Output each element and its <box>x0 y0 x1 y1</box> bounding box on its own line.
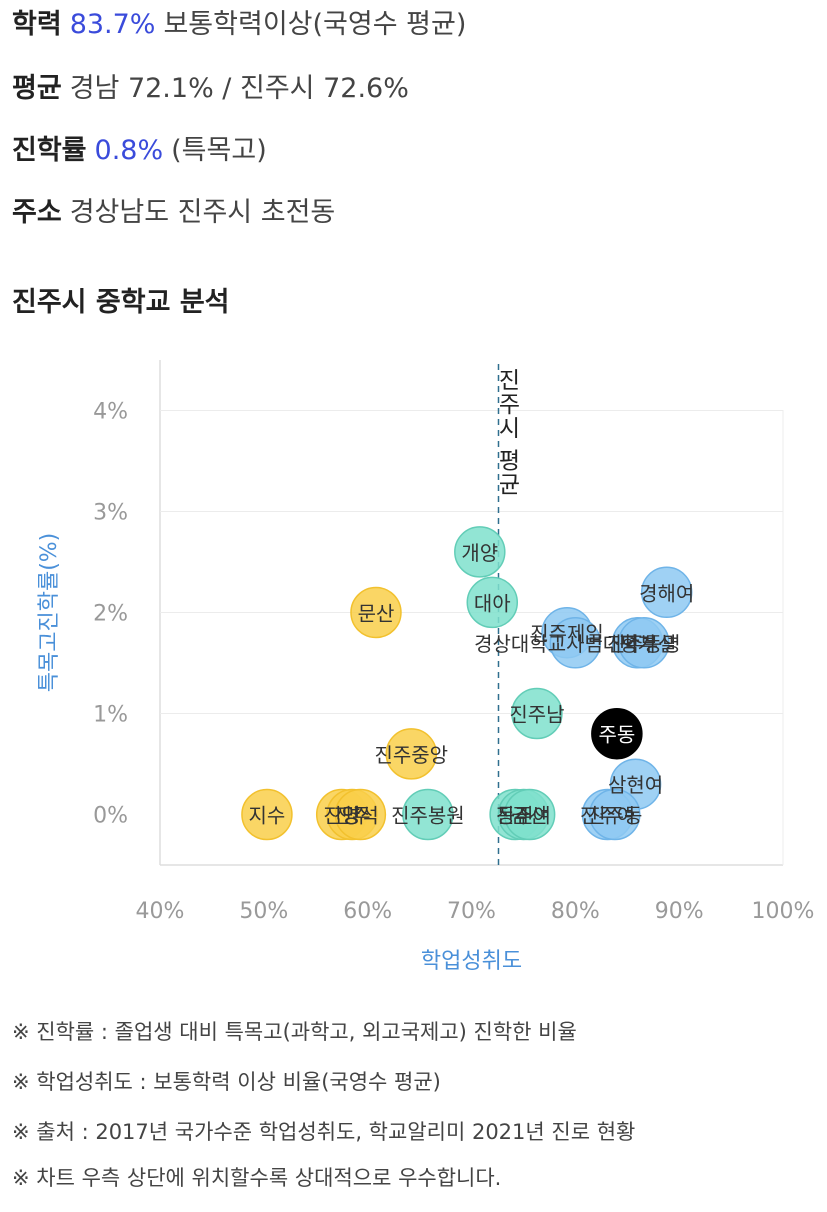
scatter-chart: 0% 1% 2% 3% 4% 40% 50% 60% 70% 80% 90% 100% 학업성취도 특목고… <box>37 360 815 974</box>
achievement-line: 학력 83.7% 보통학력이상(국영수 평균) <box>12 8 466 42</box>
data-point-label: 진양 <box>323 804 360 828</box>
advancement-text: (특목고) <box>171 135 267 166</box>
address-text: 경상남도 진주시 초전동 <box>69 197 336 228</box>
data-point-label: 평거 <box>619 632 656 656</box>
address-key: 주소 <box>12 197 62 228</box>
address-line: 주소 경상남도 진주시 초전동 <box>12 196 335 230</box>
average-line: 평균 경남 72.1% / 진주시 72.6% <box>12 72 409 106</box>
data-point <box>503 788 556 841</box>
data-point <box>511 687 563 740</box>
y-tick-label: 1% <box>93 703 128 728</box>
data-point <box>334 788 387 841</box>
data-point <box>466 576 519 629</box>
achievement-text: 보통학력이상(국영수 평균) <box>163 9 467 40</box>
data-point-label: 진주봉원 <box>391 804 465 828</box>
data-point <box>589 788 641 841</box>
advancement-line: 진학률 0.8% (특목고) <box>12 134 267 168</box>
data-point-label: 진주동 <box>587 804 642 828</box>
x-tick-label: 80% <box>551 899 600 924</box>
advancement-key: 진학률 <box>12 135 87 166</box>
x-tick-label: 60% <box>343 899 392 924</box>
data-point-label: 경해여 <box>639 581 694 605</box>
achievement-key: 학력 <box>12 9 62 40</box>
data-point <box>640 566 693 619</box>
note-advancement: ※ 진학률 : 졸업생 대비 특목고(과학고, 외고국제고) 진학한 비율 <box>12 1020 577 1044</box>
average-reference-label: 진주시 평균 <box>493 368 519 496</box>
data-point <box>591 707 643 760</box>
advancement-value: 0.8% <box>94 135 164 166</box>
data-point-label: 진주 <box>334 804 371 828</box>
x-tick-label: 40% <box>136 899 185 924</box>
x-tick-label: 100% <box>752 899 815 924</box>
data-point-label: 진주여 <box>580 804 635 828</box>
data-point-label: 진주제일 <box>530 622 604 646</box>
average-text: 경남 72.1% / 진주시 72.6% <box>69 73 409 104</box>
data-point <box>549 617 602 669</box>
note-achievement: ※ 학업성취도 : 보통학력 이상 비율(국영수 평균) <box>12 1070 441 1094</box>
achievement-value: 83.7% <box>69 9 156 40</box>
data-point <box>618 617 670 669</box>
y-tick-label: 3% <box>93 501 128 526</box>
x-tick-label: 70% <box>447 899 496 924</box>
data-point-label: 금산 <box>511 804 548 828</box>
data-point <box>402 788 454 841</box>
y-tick-label: 2% <box>93 602 128 627</box>
data-point <box>241 788 293 841</box>
y-tick-label: 0% <box>93 804 128 829</box>
data-point-label: 진주중앙 <box>374 743 448 767</box>
data-point-label: 진주여 <box>496 804 551 828</box>
average-key: 평균 <box>12 73 62 104</box>
y-axis-title: 특목고진학률(%) <box>37 533 62 693</box>
x-tick-label: 90% <box>655 899 704 924</box>
data-point-label: 명석 <box>342 804 379 828</box>
data-point-label: 진주동명 <box>607 632 681 656</box>
data-point-label: 대아 <box>474 591 511 615</box>
x-tick-label: 50% <box>239 899 288 924</box>
x-axis-title: 학업성취도 <box>421 949 522 974</box>
data-point-label: 삼현여 <box>608 773 663 797</box>
data-point <box>350 586 402 639</box>
note-source: ※ 출처 : 2017년 국가수준 학업성취도, 학교알리미 2021년 진로 … <box>12 1120 636 1144</box>
data-point-label: 지수 <box>249 804 286 828</box>
note-interpretation: ※ 차트 우측 상단에 위치할수록 상대적으로 우수합니다. <box>12 1166 502 1190</box>
data-point-label: 주동 <box>598 723 635 747</box>
data-point-label: 경상대학교사범대학부설 <box>474 632 676 656</box>
data-point <box>454 526 506 578</box>
data-point-label: 동진 <box>497 804 534 828</box>
y-tick-label: 4% <box>93 400 128 425</box>
data-point-label: 진주남 <box>509 703 564 727</box>
data-point <box>385 728 438 780</box>
data-point-label: 개양 <box>461 541 498 565</box>
section-title: 진주시 중학교 분석 <box>12 287 230 318</box>
data-point-label: 문산 <box>358 602 395 626</box>
